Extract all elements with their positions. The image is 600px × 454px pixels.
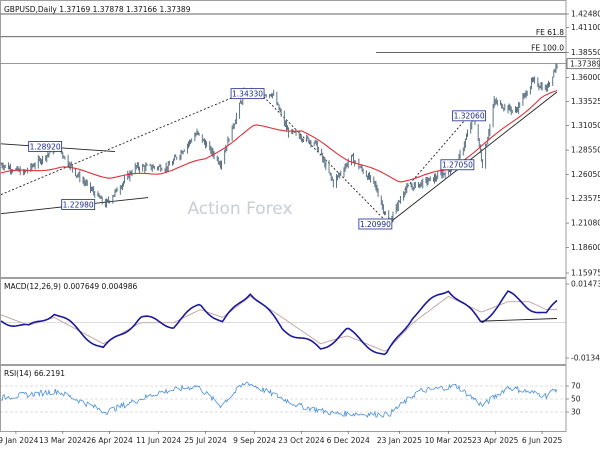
rsi-y-tick-label: 50 (571, 395, 581, 404)
x-tick-label: 10 Mar 2025 (425, 436, 473, 445)
macd-trend-line (481, 318, 558, 322)
price-label-box (61, 199, 96, 210)
main-panel-frame (0, 0, 567, 278)
y-tick-label: 1.23575 (571, 194, 600, 203)
y-tick-label: 1.36000 (571, 73, 600, 82)
macd-panel: 0.014734 -0.013442 (0, 280, 600, 363)
price-label-box (230, 88, 265, 100)
y-tick-label: 1.18600 (571, 243, 600, 252)
price-label-text: 1.34330 (232, 89, 263, 98)
level-label: FE 100.0 (531, 43, 564, 52)
x-tick-label: 6 Jun 2025 (522, 436, 563, 445)
last-price-box (566, 58, 600, 70)
price-label-box (358, 218, 393, 230)
rsi-title: RSI(14) 66.2191 (4, 369, 65, 378)
horizontal-levels: FE 61.8 FE 100.0 (0, 13, 566, 64)
price-label-text: 1.28920 (30, 142, 61, 151)
macd-y-tick-label: 0.014734 (571, 280, 600, 289)
level-label: FE 61.8 (536, 28, 564, 37)
y-tick-label: 1.15975 (571, 269, 600, 278)
rsi-line (0, 381, 558, 418)
price-label-text: 1.27050 (442, 161, 473, 170)
price-label-text: 1.20990 (360, 220, 391, 229)
y-tick-label: 1.38550 (571, 48, 600, 57)
x-tick-label: 26 Apr 2024 (86, 436, 133, 445)
x-tick-label: 23 Oct 2024 (278, 436, 325, 445)
rsi-panel: 70 50 30 (0, 381, 581, 418)
ohlc-header: GBPUSD,Daily 1.37169 1.37878 1.37166 1.3… (4, 5, 191, 14)
y-tick-label: 1.42480 (571, 10, 600, 19)
rsi-y-tick-label: 30 (571, 408, 581, 417)
x-tick-label: 9 Sep 2024 (233, 436, 276, 445)
dotted-short-line (404, 115, 469, 190)
rsi-y-tick-label: 70 (571, 382, 581, 391)
price-labels: 1.28920 1.22980 1.34330 1.20990 1.27050 1.320… (28, 88, 486, 230)
price-label-box (452, 110, 486, 122)
price-label-text: 1.22980 (63, 200, 94, 209)
x-tick-label: 13 Mar 2024 (39, 436, 87, 445)
y-tick-label: 1.21080 (571, 219, 600, 228)
x-tick-label: 11 Jun 2024 (136, 436, 181, 445)
rsi-panel-frame (0, 365, 567, 432)
watermark: Action Forex (187, 199, 292, 219)
y-tick-label: 1.41100 (571, 23, 600, 32)
rising-support-line (385, 91, 558, 227)
y-tick-label: 1.26050 (571, 170, 600, 179)
last-price-label: 1.37389 (570, 60, 600, 69)
price-label-text: 1.32060 (454, 112, 485, 121)
macd-panel-frame (0, 278, 567, 365)
x-tick-label: 6 Dec 2024 (327, 436, 370, 445)
macd-y-tick-label: -0.013442 (571, 354, 600, 363)
y-tick-label: 1.31050 (571, 121, 600, 130)
price-label-box (440, 159, 475, 171)
price-label-box (28, 141, 63, 152)
dotted-rise-line (0, 89, 251, 195)
x-tick-label: 29 Jan 2024 (0, 436, 39, 445)
y-tick-label: 1.28550 (571, 146, 600, 155)
x-tick-label: 23 Jan 2025 (377, 436, 422, 445)
macd-line (0, 290, 558, 356)
x-tick-label: 25 Jul 2024 (184, 436, 227, 445)
macd-title: MACD(12,26,9) 0.007649 0.004986 (4, 282, 138, 291)
x-tick-label: 23 Apr 2025 (472, 436, 519, 445)
y-tick-label: 1.33525 (571, 97, 600, 106)
